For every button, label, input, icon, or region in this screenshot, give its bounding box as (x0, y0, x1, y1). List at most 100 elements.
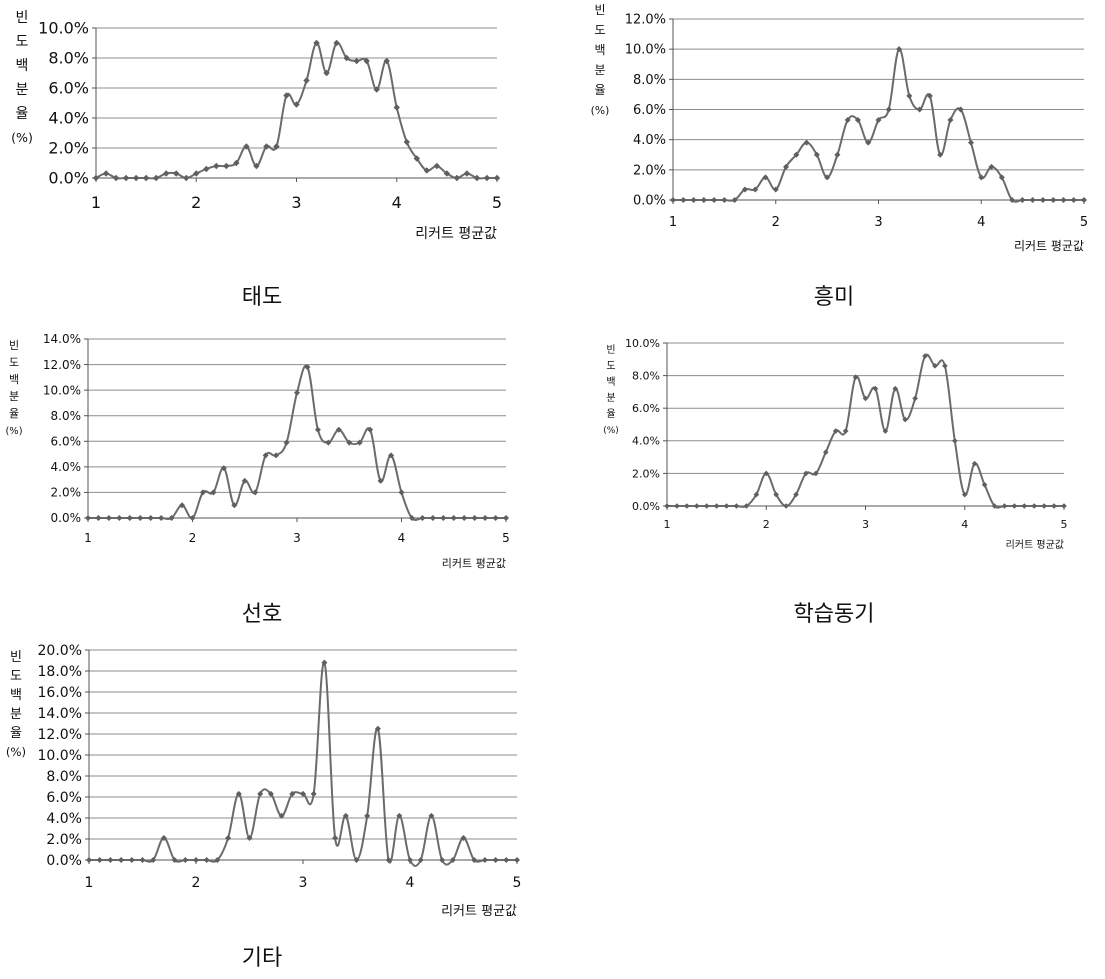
x-tick-label: 2 (763, 518, 770, 531)
data-point (433, 162, 441, 170)
y-tick-label: 10.0% (38, 19, 89, 38)
data-point (107, 857, 114, 863)
data-point (793, 491, 799, 498)
data-point (289, 790, 296, 797)
data-point (803, 470, 809, 477)
data-point (203, 165, 210, 173)
data-point (147, 515, 154, 521)
y-tick-label: 14.0% (43, 332, 81, 346)
y-axis-label-char: 율 (10, 726, 22, 741)
data-point (483, 174, 491, 182)
data-point (243, 143, 250, 150)
y-tick-label: 2.0% (48, 139, 89, 158)
data-point (413, 155, 420, 162)
data-point (842, 428, 849, 434)
data-point (690, 197, 697, 203)
data-point (214, 857, 221, 863)
y-axis-label-char: 빈 (606, 344, 615, 356)
chart-4: 0.0% 2.0% 4.0% 6.0% 8.0% 10.0% 1 2 3 4 5 리커트 평균값 빈도백… (603, 337, 1067, 627)
y-axis-label-char: 도 (16, 34, 29, 50)
data-point (460, 834, 467, 841)
y-tick-label: 0.0% (633, 194, 666, 209)
y-tick-label: 6.0% (48, 79, 89, 98)
y-axis-label-char: 율 (9, 407, 19, 420)
y-tick-label: 4.0% (48, 109, 89, 128)
chart-caption: 기타 (242, 946, 282, 971)
data-point (105, 515, 112, 521)
data-point (998, 174, 1005, 181)
y-tick-label: 10.0% (38, 748, 82, 764)
x-tick-label: 1 (669, 215, 677, 230)
data-point (862, 395, 869, 402)
data-point (741, 186, 748, 193)
data-point (398, 489, 405, 496)
y-axis-label-char: (%) (6, 745, 26, 759)
data-point (419, 515, 426, 521)
y-tick-label: 8.0% (633, 73, 666, 88)
x-tick-label: 5 (1061, 518, 1068, 531)
y-axis-label-char: 도 (10, 669, 22, 684)
data-point (257, 790, 264, 797)
data-point (743, 503, 750, 509)
data-point (293, 101, 300, 108)
y-axis-label-char: (%) (11, 130, 33, 145)
data-point (373, 86, 380, 93)
data-point (262, 452, 269, 459)
data-point (303, 77, 310, 84)
data-point (385, 857, 392, 863)
data-point (223, 162, 230, 170)
data-point (872, 385, 879, 392)
data-point (813, 151, 820, 158)
data-point (772, 186, 779, 193)
data-point (481, 857, 488, 863)
data-point (162, 170, 170, 177)
data-point (408, 515, 415, 521)
data-point (1051, 503, 1057, 509)
y-tick-label: 14.0% (38, 706, 82, 722)
data-point (916, 106, 923, 113)
x-tick-label: 4 (392, 193, 402, 212)
data-point (333, 39, 340, 47)
x-tick-label: 3 (293, 531, 301, 545)
data-point (118, 857, 125, 863)
chart-1: 0.0% 2.0% 4.0% 6.0% 8.0% 10.0% 1 2 3 4 5 리커트 평균값 빈도백… (11, 10, 502, 310)
y-axis-label-char: (%) (591, 104, 610, 117)
data-point (199, 489, 206, 496)
data-point (503, 857, 510, 863)
data-point (723, 503, 730, 509)
data-point (471, 857, 478, 863)
data-point (283, 439, 290, 446)
data-point (763, 470, 770, 477)
data-point (711, 197, 718, 203)
data-point (1050, 197, 1057, 203)
data-point (896, 46, 903, 53)
data-point (1070, 197, 1077, 203)
y-axis-label-char: 빈 (16, 10, 29, 26)
x-tick-label: 5 (502, 531, 510, 545)
y-axis-label-char: 율 (606, 408, 615, 420)
data-point (721, 197, 728, 203)
data-point (343, 54, 350, 62)
x-tick-label: 5 (513, 875, 522, 891)
data-point (865, 139, 872, 146)
y-tick-label: 8.0% (46, 769, 82, 785)
data-point (342, 812, 349, 819)
data-point (403, 138, 410, 146)
data-point (793, 151, 800, 158)
data-point (203, 857, 210, 863)
data-point (700, 197, 707, 203)
data-point (1009, 197, 1016, 203)
data-point (823, 449, 829, 456)
data-point (417, 857, 424, 863)
data-point (193, 170, 200, 177)
data-point (875, 117, 882, 124)
y-axis-label-char: 도 (594, 23, 605, 37)
chart-caption: 흥미 (814, 285, 854, 310)
data-point (1041, 503, 1047, 509)
data-point (461, 515, 468, 521)
y-tick-label: 8.0% (632, 369, 660, 382)
data-point (335, 426, 342, 433)
x-axis-label: 리커트 평균값 (415, 226, 497, 242)
data-point (225, 834, 232, 841)
